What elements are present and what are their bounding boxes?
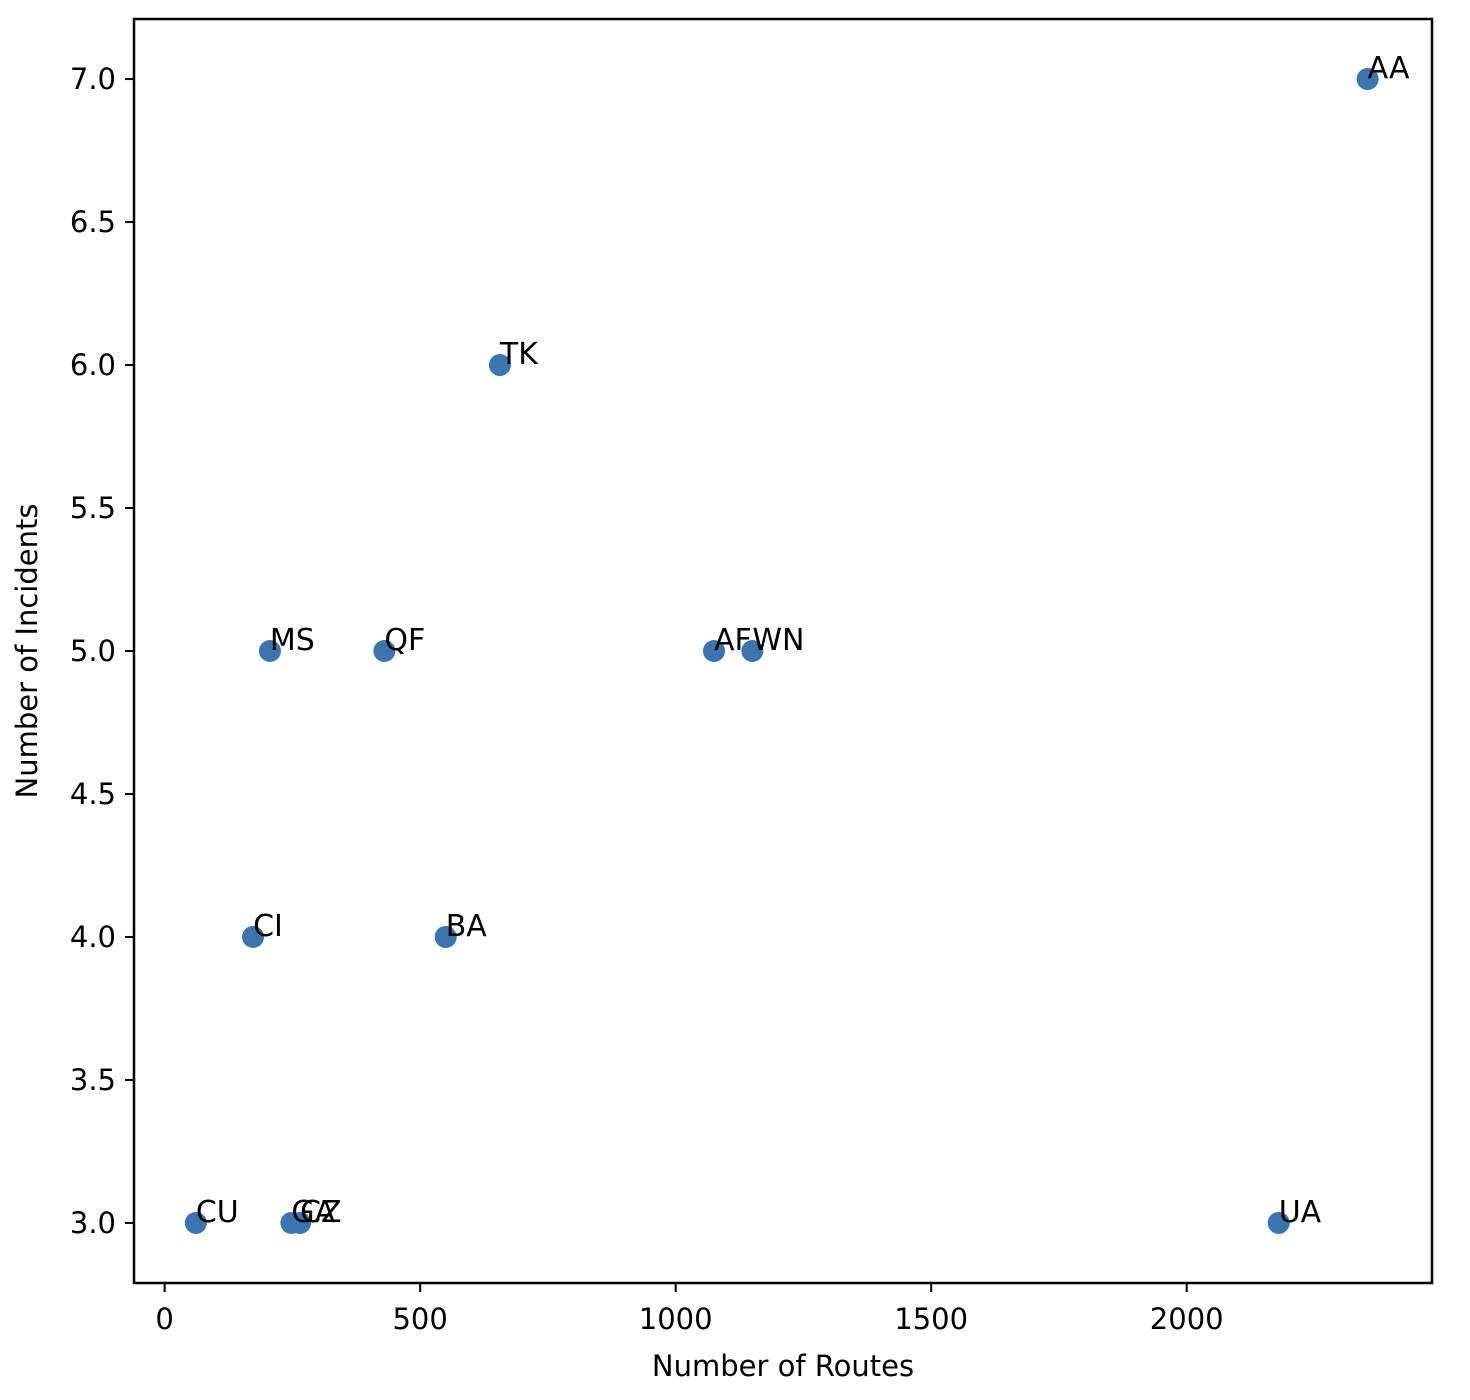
point-label-ga: GA xyxy=(291,1195,335,1230)
scatter-point-ci xyxy=(242,925,265,948)
y-axis-label: Number of Incidents xyxy=(10,504,44,799)
scatter-point-ms xyxy=(258,640,281,662)
point-label-cz: CZ xyxy=(300,1195,342,1230)
point-label-qf: QF xyxy=(384,623,425,658)
scatter-point-qf xyxy=(373,640,396,662)
scatter-point-wn xyxy=(741,640,764,662)
scatter-point-af xyxy=(703,640,726,662)
x-tick-label: 1500 xyxy=(894,1302,968,1336)
x-tick-label: 0 xyxy=(155,1302,173,1336)
y-tick-label: 3.5 xyxy=(70,1063,116,1097)
y-tick-label: 4.5 xyxy=(70,777,116,811)
scatter-point-aa xyxy=(1356,68,1379,91)
x-tick-label: 500 xyxy=(392,1302,447,1336)
scatter-point-cz xyxy=(289,1211,312,1234)
point-label-cu: CU xyxy=(196,1195,239,1230)
point-label-wn: WN xyxy=(752,623,804,658)
point-label-ua: UA xyxy=(1279,1195,1322,1230)
y-tick-label: 6.0 xyxy=(70,348,116,382)
x-axis-ticks: 0 500 1000 1500 2000 xyxy=(155,1283,1224,1336)
point-label-af: AF xyxy=(714,623,752,658)
scatter-point-ua xyxy=(1267,1211,1290,1234)
point-label-aa: AA xyxy=(1368,51,1410,86)
data-points xyxy=(184,68,1379,1234)
point-label-ci: CI xyxy=(253,909,283,944)
point-label-tk: TK xyxy=(499,337,539,372)
x-axis-label: Number of Routes xyxy=(652,1349,914,1383)
scatter-point-cu xyxy=(184,1211,207,1234)
y-tick-label: 6.5 xyxy=(70,205,116,239)
scatter-point-tk xyxy=(488,354,511,377)
y-tick-label: 7.0 xyxy=(70,62,116,96)
x-tick-label: 1000 xyxy=(639,1302,713,1336)
y-tick-label: 5.5 xyxy=(70,491,116,525)
scatter-point-ba xyxy=(434,925,457,948)
y-axis-ticks: 3.0 3.5 4.0 4.5 5.0 5.5 6.0 6.5 7.0 xyxy=(70,62,134,1240)
point-label-ba: BA xyxy=(446,909,488,944)
point-label-ms: MS xyxy=(270,623,315,658)
y-tick-label: 5.0 xyxy=(70,634,116,668)
y-tick-label: 3.0 xyxy=(70,1206,116,1240)
y-tick-label: 4.0 xyxy=(70,920,116,954)
x-tick-label: 2000 xyxy=(1150,1302,1224,1336)
